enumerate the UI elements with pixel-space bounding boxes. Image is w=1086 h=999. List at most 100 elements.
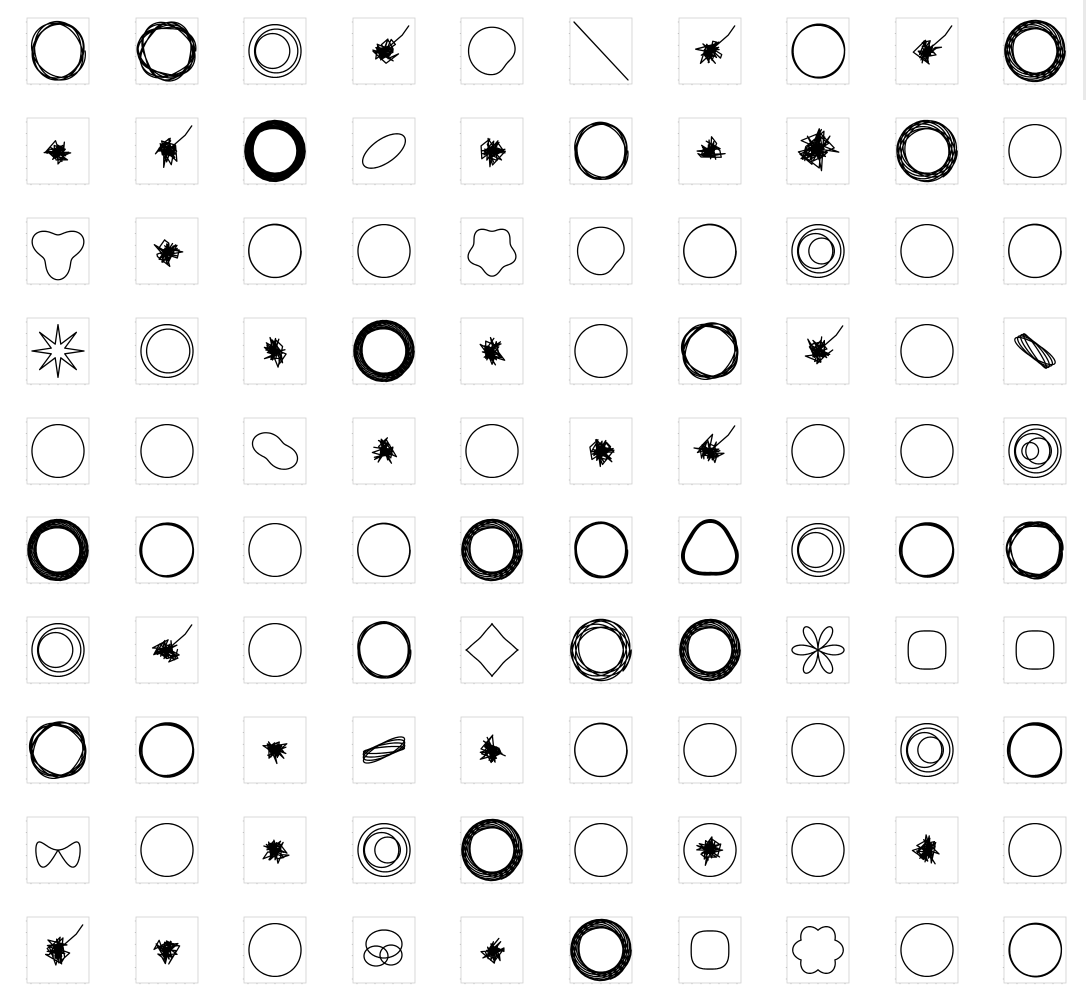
- phase-plot-panel: [543, 0, 652, 100]
- plot-frame: [569, 816, 633, 884]
- phase-plot-svg: [1003, 417, 1067, 485]
- trajectory-curve: [573, 21, 629, 81]
- plot-frame: [786, 716, 850, 784]
- phase-plot-svg: [351, 716, 416, 785]
- phase-plot-panel: [652, 699, 761, 799]
- trajectory-curve: [372, 38, 399, 64]
- trajectory-curve: [791, 723, 845, 778]
- phase-plot-svg: [677, 916, 741, 985]
- phase-plot-panel: [217, 799, 326, 899]
- trajectory-curve: [797, 527, 842, 574]
- phase-plot-panel: [869, 0, 978, 100]
- trajectory-curve: [165, 125, 192, 152]
- plot-frame: [352, 816, 416, 884]
- trajectory-curve: [480, 734, 507, 764]
- plot-frame: [460, 716, 524, 784]
- plot-frame: [1003, 317, 1067, 385]
- trajectory-curve: [792, 926, 845, 974]
- trajectory-curve: [31, 623, 85, 678]
- trajectory-curve: [37, 632, 74, 669]
- phase-plot-panel: [869, 799, 978, 899]
- phase-plot-svg: [677, 517, 741, 585]
- phase-plot-panel: [652, 100, 761, 200]
- phase-plot-panel: [543, 200, 652, 300]
- trajectory-curve: [907, 630, 947, 671]
- trajectory-curve: [900, 223, 954, 278]
- phase-plot-svg: [1003, 517, 1067, 585]
- phase-plot-svg: [460, 616, 524, 685]
- trajectory-curve: [379, 944, 403, 966]
- plot-frame: [895, 317, 959, 385]
- trajectory-curve: [145, 328, 191, 374]
- phase-plot-panel: [0, 799, 109, 899]
- phase-plot-panel: [0, 899, 109, 999]
- phase-plot-panel: [109, 400, 218, 500]
- phase-plot-svg: [785, 417, 850, 485]
- phase-plot-svg: [677, 17, 741, 86]
- trajectory-curve: [682, 723, 737, 778]
- trajectory-curve: [791, 523, 845, 578]
- plot-frame: [460, 217, 524, 285]
- phase-plot-svg: [25, 17, 90, 86]
- trajectory-curve: [244, 119, 307, 183]
- trajectory-curve: [570, 619, 632, 682]
- phase-plot-svg: [25, 117, 90, 186]
- phase-plot-svg: [785, 517, 850, 585]
- phase-plot-svg: [894, 117, 959, 186]
- trajectory-curve: [138, 522, 194, 579]
- phase-plot-panel: [326, 400, 435, 500]
- phase-plot-svg: [351, 616, 416, 685]
- phase-plot-panel: [434, 200, 543, 300]
- plot-frame: [26, 417, 90, 484]
- trajectory-curve: [357, 823, 411, 878]
- plot-frame: [243, 217, 307, 285]
- trajectory-curve: [383, 25, 410, 52]
- phase-plot-svg: [568, 616, 633, 685]
- trajectory-curve: [1014, 336, 1057, 365]
- phase-plot-svg: [1003, 317, 1067, 385]
- phase-plot-panel: [109, 499, 218, 599]
- phase-plot-svg: [351, 117, 416, 186]
- trajectory-curve: [262, 839, 290, 864]
- phase-plot-panel: [0, 100, 109, 200]
- phase-plot-svg: [785, 317, 850, 385]
- phase-plot-panel: [217, 300, 326, 400]
- plot-frame: [26, 17, 90, 85]
- phase-plot-svg: [677, 217, 741, 285]
- plot-frame: [569, 317, 633, 385]
- phase-plot-svg: [894, 17, 959, 86]
- trajectory-curve: [165, 624, 192, 651]
- trajectory-curve: [695, 836, 723, 867]
- trajectory-curve: [465, 423, 520, 478]
- trajectory-curve: [136, 21, 197, 82]
- phase-plot-svg: [460, 517, 524, 585]
- phase-plot-panel: [652, 300, 761, 400]
- phase-plot-svg: [785, 916, 850, 985]
- phase-plot-panel: [543, 699, 652, 799]
- phase-plot-svg: [351, 417, 416, 485]
- phase-plot-panel: [217, 699, 326, 799]
- trajectory-curve: [27, 519, 89, 582]
- trajectory-curve: [574, 121, 629, 180]
- phase-plot-svg: [242, 616, 307, 685]
- trajectory-curve: [263, 336, 287, 368]
- plot-frame: [895, 517, 959, 584]
- plot-frame: [243, 517, 307, 584]
- trajectory-curve: [916, 736, 944, 764]
- phase-plot-panel: [326, 899, 435, 999]
- phase-plot-panel: [0, 0, 109, 100]
- phase-plot-svg: [1003, 716, 1067, 785]
- phase-plot-svg: [460, 417, 524, 485]
- phase-plot-panel: [109, 200, 218, 300]
- trajectory-curve: [254, 32, 291, 70]
- trajectory-curve: [900, 922, 954, 978]
- plot-frame: [1003, 916, 1067, 984]
- plot-frame: [678, 716, 741, 784]
- trajectory-curve: [911, 834, 940, 865]
- phase-plot-panel: [217, 0, 326, 100]
- phase-plot-panel: [434, 899, 543, 999]
- phase-plot-svg: [785, 117, 850, 186]
- phase-plot-svg: [25, 517, 90, 585]
- phase-plot-panel: [326, 499, 435, 599]
